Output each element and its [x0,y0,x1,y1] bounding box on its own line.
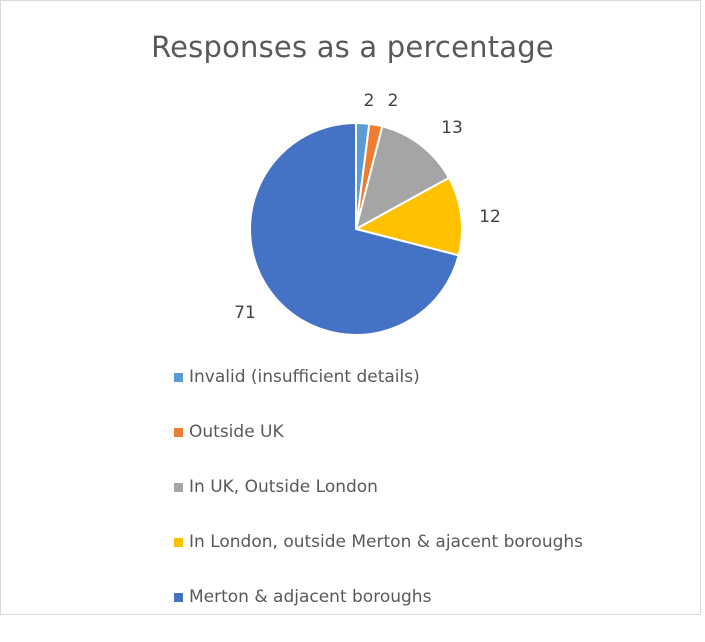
legend-label: Outside UK [189,422,284,442]
legend-swatch [174,373,183,382]
pie-slice-2 [354,125,451,231]
data-label-4: 71 [234,303,256,323]
data-label-2: 13 [441,118,463,138]
legend-label: In UK, Outside London [189,477,378,497]
legend-label: Merton & adjacent boroughs [189,587,432,607]
legend-item: Merton & adjacent boroughs [174,587,583,642]
legend-item: Invalid (insufficient details) [174,367,583,422]
pie-chart: 2 2 13 12 71 [234,91,501,336]
legend-swatch [174,428,183,437]
legend-item: In London, outside Merton & ajacent boro… [174,532,583,587]
legend-label: In London, outside Merton & ajacent boro… [189,532,584,552]
legend-label: Invalid (insufficient details) [189,367,420,387]
pie-slice-4 [249,121,460,336]
data-label-1: 2 [388,91,399,111]
chart-legend: Invalid (insufficient details) Outside UK… [174,367,583,642]
legend-swatch [174,483,183,492]
data-label-3: 12 [479,207,501,227]
legend-swatch [174,593,183,602]
legend-item: Outside UK [174,422,583,477]
data-label-0: 2 [364,91,375,111]
legend-item: In UK, Outside London [174,477,583,532]
pie-slice-3 [353,176,463,257]
chart-title: Responses as a percentage [151,30,554,64]
legend-swatch [174,538,183,547]
